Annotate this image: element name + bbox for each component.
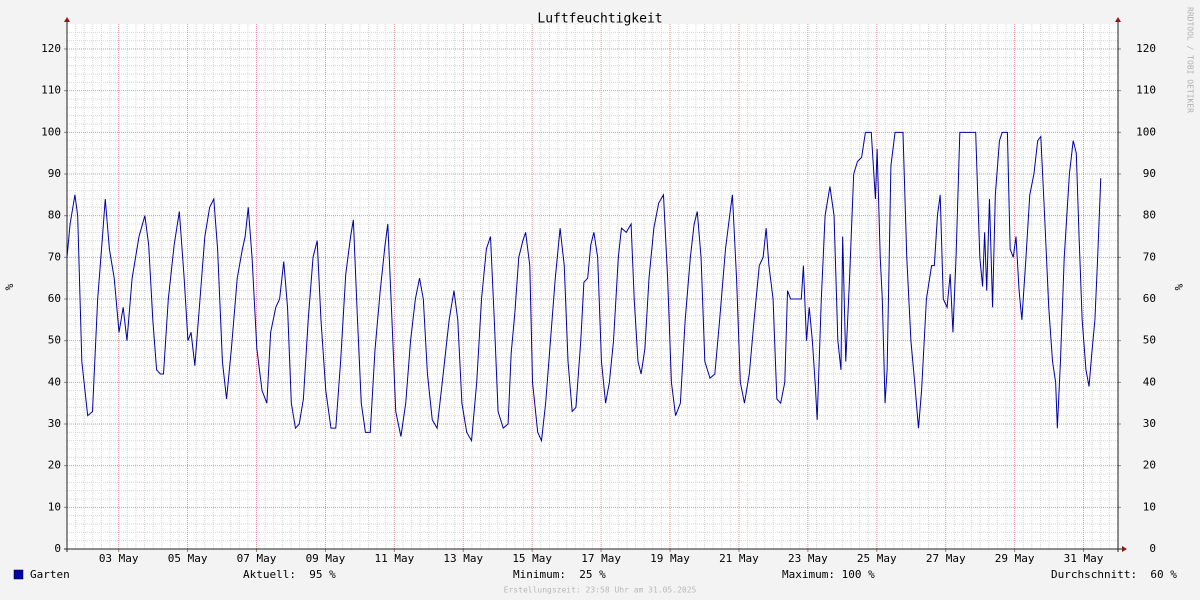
x-tick-label: 31 May [1064,552,1104,565]
y2-tick-label: 60 [1143,292,1156,305]
labels: Luftfeuchtigkeit % % RRDTOOL / TOBI OETI… [3,7,1195,594]
y-tick-label: 110 [41,84,61,97]
y2-tick-label: 30 [1143,417,1156,430]
x-tick-label: 29 May [995,552,1035,565]
x-tick-label: 07 May [237,552,277,565]
y2-axis-label: % [1172,284,1185,291]
x-tick-label: 09 May [306,552,346,565]
y2-tick-label: 120 [1136,42,1156,55]
legend-stat: Maximum: 100 % [782,568,875,581]
y-tick-label: 90 [48,167,61,180]
y-tick-label: 120 [41,42,61,55]
x-tick-label: 15 May [512,552,552,565]
y2-tick-label: 0 [1149,542,1156,555]
y-tick-label: 30 [48,417,61,430]
axis-arrow [1122,546,1127,552]
x-tick-label: 27 May [926,552,966,565]
watermark: RRDTOOL / TOBI OETIKER [1186,7,1195,113]
y-axis-label: % [3,283,16,290]
y2-tick-label: 40 [1143,375,1156,388]
y2-tick-label: 10 [1143,500,1156,513]
y2-tick-label: 50 [1143,334,1156,347]
legend-stat: Minimum: 25 % [513,568,606,581]
axis-arrow [64,17,70,22]
footer: Erstellungszeit: 23:58 Uhr am 31.05.2025 [504,586,697,595]
x-tick-label: 17 May [581,552,621,565]
x-tick-label: 19 May [650,552,690,565]
x-tick-label: 13 May [443,552,483,565]
x-tick-label: 11 May [374,552,414,565]
grid [64,17,1127,552]
y-tick-label: 60 [48,292,61,305]
legend-label: Garten [30,568,70,581]
y-tick-label: 70 [48,250,61,263]
y2-tick-label: 90 [1143,167,1156,180]
chart-title: Luftfeuchtigkeit [537,12,662,27]
y-tick-label: 10 [48,500,61,513]
y2-tick-label: 80 [1143,209,1156,222]
legend-stat: Durchschnitt: 60 % [1051,568,1177,581]
axis-arrow [1115,17,1121,22]
x-tick-label: 03 May [99,552,139,565]
x-tick-label: 21 May [719,552,759,565]
y2-tick-label: 20 [1143,459,1156,472]
legend-stat: Aktuell: 95 % [243,568,336,581]
y2-tick-label: 70 [1143,250,1156,263]
x-tick-label: 05 May [168,552,208,565]
y-tick-label: 40 [48,375,61,388]
x-tick-label: 25 May [857,552,897,565]
y-tick-label: 80 [48,209,61,222]
y-tick-label: 50 [48,334,61,347]
y2-tick-label: 110 [1136,84,1156,97]
y-tick-label: 0 [54,542,61,555]
x-tick-label: 23 May [788,552,828,565]
y2-tick-label: 100 [1136,125,1156,138]
y-tick-label: 20 [48,459,61,472]
y-tick-label: 100 [41,125,61,138]
marks [66,131,1102,443]
legend-swatch [13,569,24,580]
data-line [66,131,1102,443]
